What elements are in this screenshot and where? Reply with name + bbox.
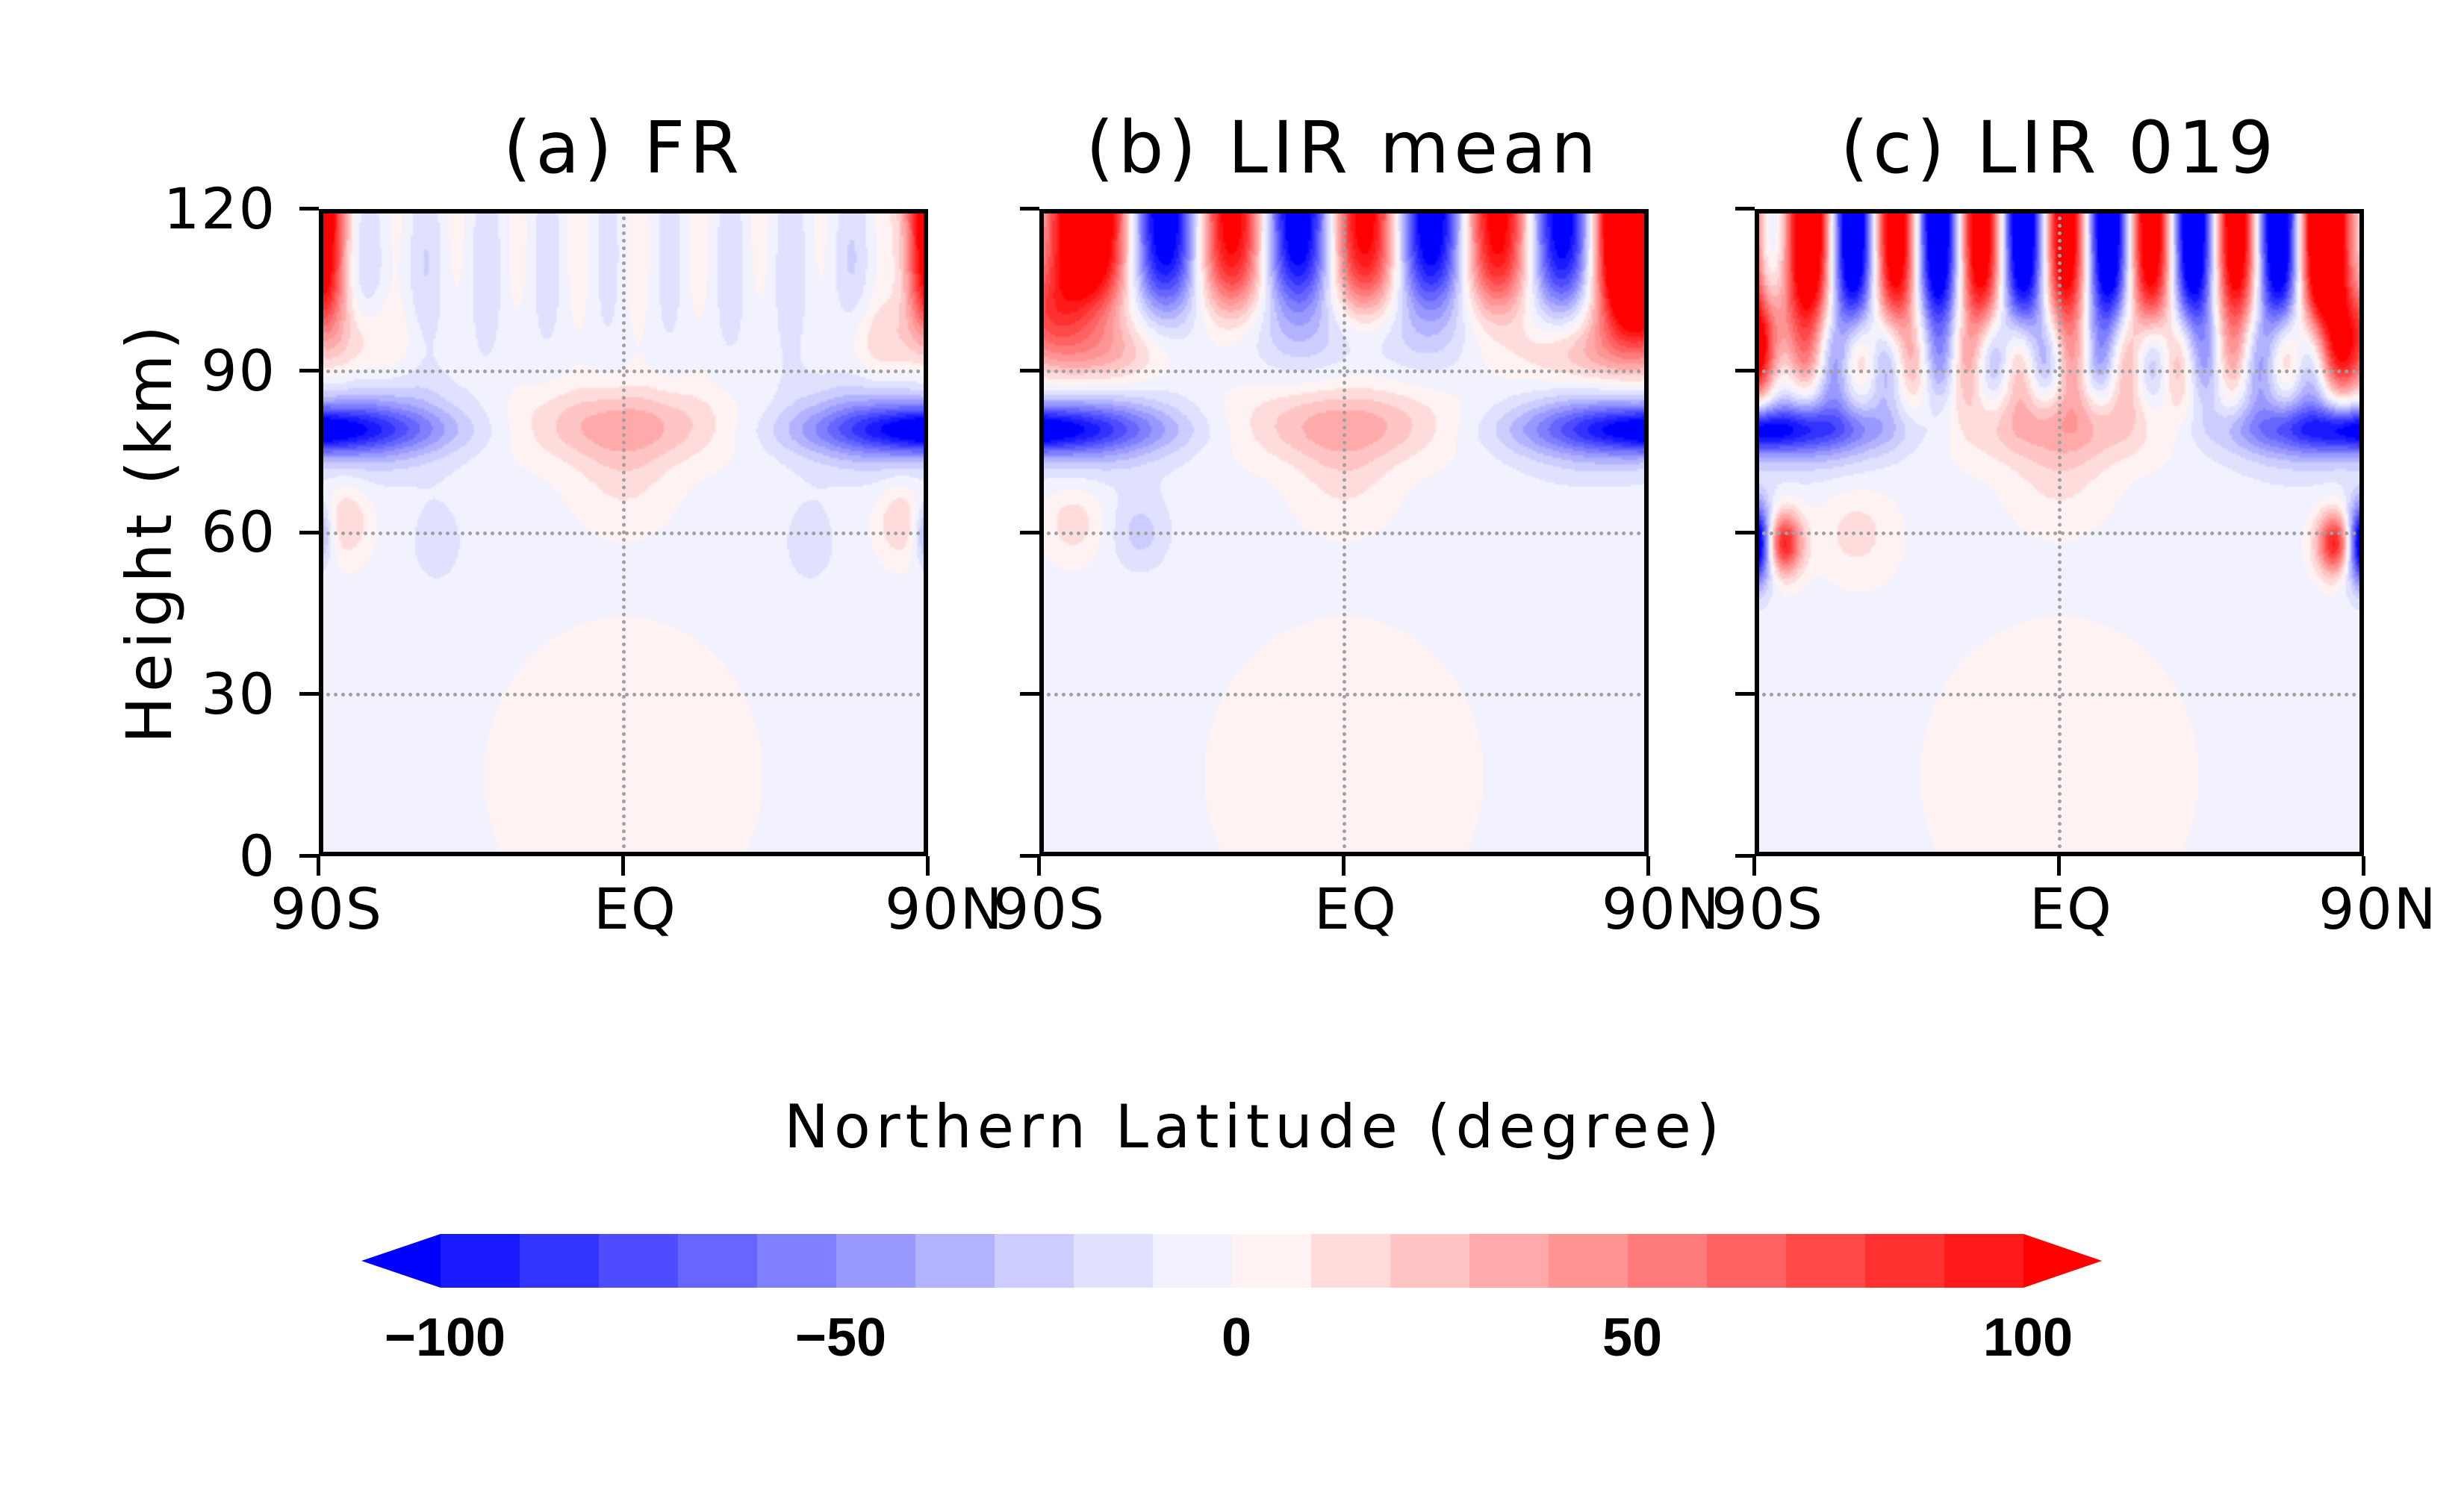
panel-b-title: (b) LIR mean	[1086, 106, 1601, 190]
x-tick	[2057, 856, 2061, 876]
colorbar-bin	[757, 1234, 837, 1288]
x-tick-label-c-eq: EQ	[2029, 876, 2113, 942]
colorbar-bin	[1944, 1234, 2024, 1288]
y-tick	[299, 207, 319, 211]
colorbar-extend-max	[2023, 1234, 2102, 1288]
colorbar-bin	[1232, 1234, 1312, 1288]
y-tick-label-60: 60	[201, 499, 276, 565]
panel-a-title: (a) FR	[503, 106, 744, 190]
colorbar-label-neg50: −50	[794, 1308, 887, 1368]
colorbar-bin	[678, 1234, 758, 1288]
x-tick	[317, 856, 320, 876]
colorbar-bin	[1074, 1234, 1154, 1288]
y-tick	[1735, 854, 1755, 858]
y-tick-label-90: 90	[201, 337, 276, 404]
y-tick-label-0: 0	[238, 823, 276, 889]
x-tick-label-a-90s: 90S	[270, 876, 383, 942]
x-axis-title: Northern Latitude (degree)	[783, 1092, 1726, 1162]
colorbar-bin	[1311, 1234, 1391, 1288]
x-tick	[621, 856, 625, 876]
colorbar-bin	[1153, 1234, 1233, 1288]
x-tick-label-c-90n: 90N	[2318, 876, 2438, 942]
x-tick	[926, 856, 930, 876]
panel-a-fr	[299, 207, 930, 876]
colorbar-bin	[1707, 1234, 1787, 1288]
colorbar-bin	[441, 1234, 520, 1288]
gridline-vertical	[2058, 209, 2062, 856]
colorbar-bin	[520, 1234, 600, 1288]
y-tick	[299, 692, 319, 696]
y-tick	[1020, 368, 1039, 373]
panel-b-lir-mean	[1020, 207, 1650, 876]
y-tick	[1020, 692, 1039, 696]
gridline-vertical	[622, 209, 626, 856]
colorbar-label-100: 100	[1982, 1308, 2073, 1368]
colorbar-bin	[1469, 1234, 1549, 1288]
y-tick	[1020, 530, 1039, 534]
gridline-vertical	[1343, 209, 1346, 856]
y-tick-label-30: 30	[201, 661, 276, 727]
x-tick	[2362, 856, 2365, 876]
x-tick-label-b-90n: 90N	[1602, 876, 1721, 942]
x-tick-label-a-90n: 90N	[885, 876, 1004, 942]
colorbar-bin	[915, 1234, 995, 1288]
colorbar-bin	[995, 1234, 1074, 1288]
y-tick	[299, 368, 319, 373]
y-tick	[1735, 207, 1755, 211]
y-tick	[1020, 854, 1039, 858]
colorbar-bin	[1390, 1234, 1470, 1288]
x-tick	[1037, 856, 1041, 876]
y-tick-label-120: 120	[163, 175, 276, 242]
colorbar	[361, 1234, 2102, 1288]
y-tick	[299, 530, 319, 534]
x-tick	[1646, 856, 1650, 876]
colorbar-bin	[1786, 1234, 1866, 1288]
y-tick	[1735, 530, 1755, 534]
y-tick	[1735, 368, 1755, 373]
colorbar-bin	[1628, 1234, 1708, 1288]
x-tick	[1752, 856, 1756, 876]
x-tick	[1342, 856, 1345, 876]
x-tick-label-c-90s: 90S	[1711, 876, 1824, 942]
colorbar-bin	[836, 1234, 916, 1288]
y-tick	[1020, 207, 1039, 211]
colorbar-label-neg100: −100	[384, 1308, 506, 1368]
panel-c-title: (c) LIR 019	[1840, 106, 2279, 190]
colorbar-label-50: 50	[1602, 1308, 1663, 1368]
colorbar-bin	[599, 1234, 679, 1288]
x-tick-label-b-eq: EQ	[1314, 876, 1398, 942]
panel-c-lir-019	[1735, 207, 2365, 876]
colorbar-label-0: 0	[1221, 1308, 1252, 1368]
y-tick	[299, 854, 319, 858]
y-tick	[1735, 692, 1755, 696]
colorbar-extend-min	[361, 1234, 441, 1288]
colorbar-bin	[1549, 1234, 1628, 1288]
x-tick-label-b-90s: 90S	[993, 876, 1106, 942]
colorbar-bin	[1865, 1234, 1945, 1288]
x-tick-label-a-eq: EQ	[594, 876, 677, 942]
